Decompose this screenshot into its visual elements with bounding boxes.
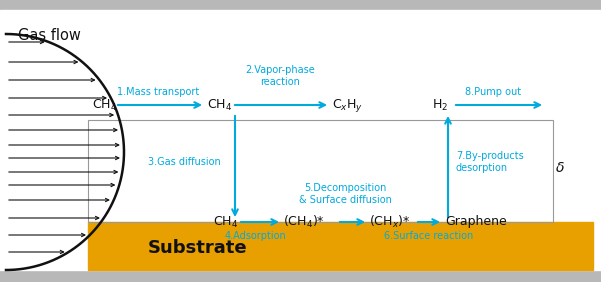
Text: 5.Decomposition
& Surface diffusion: 5.Decomposition & Surface diffusion <box>299 183 391 205</box>
Text: Substrate: Substrate <box>148 239 248 257</box>
Text: 2.Vapor-phase
reaction: 2.Vapor-phase reaction <box>245 65 315 87</box>
Bar <box>0 0 601 10</box>
Text: H$_2$: H$_2$ <box>432 98 448 113</box>
Text: Gas flow: Gas flow <box>18 28 81 43</box>
Text: CH$_4$: CH$_4$ <box>207 98 232 113</box>
Text: 7.By-products
desorption: 7.By-products desorption <box>456 151 523 173</box>
Text: δ: δ <box>556 161 564 175</box>
Text: CH$_4$: CH$_4$ <box>213 214 238 230</box>
Text: C$_x$H$_y$: C$_x$H$_y$ <box>332 96 363 113</box>
Bar <box>88 222 593 270</box>
Text: CH$_4$: CH$_4$ <box>92 98 117 113</box>
Text: 1.Mass transport: 1.Mass transport <box>117 87 199 97</box>
Text: 3.Gas diffusion: 3.Gas diffusion <box>148 157 221 167</box>
Bar <box>88 120 553 222</box>
Text: 8.Pump out: 8.Pump out <box>465 87 521 97</box>
Text: Graphene: Graphene <box>445 215 507 228</box>
Bar <box>0 270 601 282</box>
Text: (CH$_4$)*: (CH$_4$)* <box>283 214 325 230</box>
Text: (CH$_x$)*: (CH$_x$)* <box>369 214 410 230</box>
Text: 4.Adsorption: 4.Adsorption <box>224 231 286 241</box>
Text: 6.Surface reaction: 6.Surface reaction <box>385 231 474 241</box>
